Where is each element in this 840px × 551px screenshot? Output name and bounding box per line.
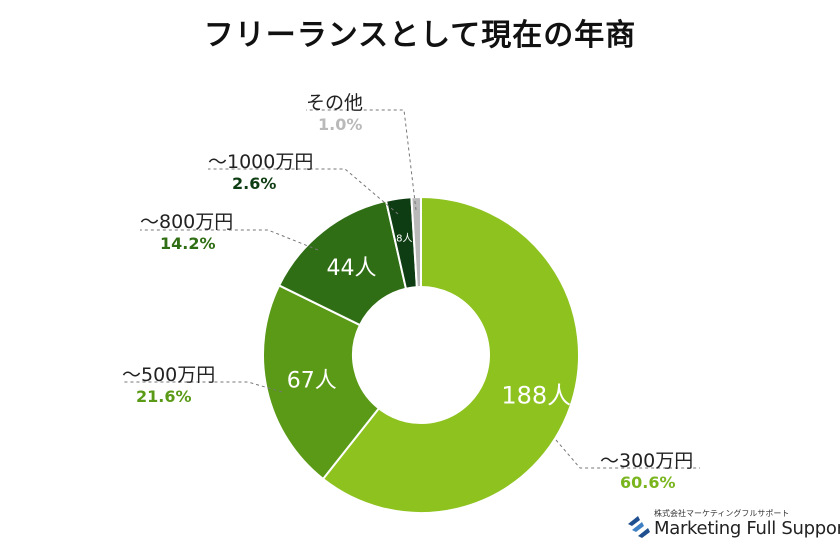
company-logo: 株式会社マーケティングフルサポート Marketing Full Support [626,508,840,544]
category-name: 〜1000万円 [208,151,314,173]
category-label-500: 〜500万円 21.6% [122,360,215,406]
category-percent: 14.2% [160,234,216,253]
slice-value-label: 188人 [501,381,571,409]
category-label-1000: 〜1000万円 2.6% [208,147,313,193]
logo-brand-name: Marketing Full Support [654,518,840,539]
category-name: 〜300万円 [600,450,694,472]
leader-line [140,229,319,251]
category-percent: 21.6% [136,387,192,406]
slice-800 [277,199,408,327]
category-percent: 2.6% [232,174,277,193]
slice-value-label: 44人 [327,256,377,281]
chart-title: フリーランスとして現在の年商 [203,18,637,53]
logo-mark-icon [628,516,650,538]
slice-300 [321,195,580,514]
slice-500 [262,284,381,481]
category-percent: 1.0% [318,115,363,134]
category-label-300: 〜300万円 60.6% [600,446,693,492]
category-label-other: その他 1.0% [306,88,363,134]
category-name: 〜500万円 [122,364,216,386]
category-label-800: 〜800万円 14.2% [140,207,233,253]
slice-value-label: 8人 [396,233,412,245]
category-name: その他 [306,92,364,114]
logo-company-name: 株式会社マーケティングフルサポート [654,509,790,518]
category-name: 〜800万円 [140,211,234,233]
slice-value-label: 67人 [287,368,337,393]
leader-line [555,439,700,469]
category-percent: 60.6% [620,473,676,492]
